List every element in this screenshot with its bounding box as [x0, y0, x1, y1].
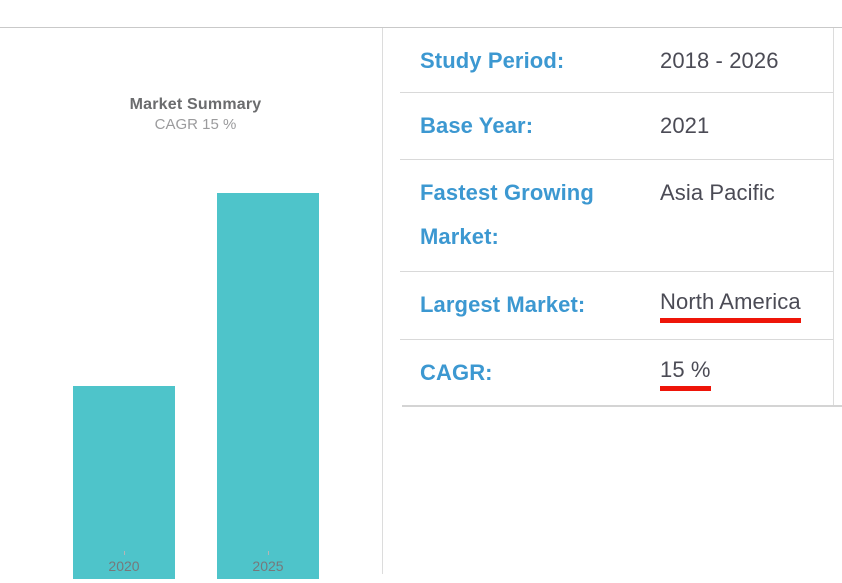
x-axis-tick-2025 — [268, 551, 269, 555]
row-label-study-period: Study Period: — [420, 48, 565, 73]
top-divider-line — [0, 27, 842, 28]
row-divider — [400, 92, 833, 93]
row-divider — [402, 405, 842, 407]
row-value-cagr: 15 % — [660, 351, 842, 395]
row-value-base-year: 2021 — [660, 113, 710, 138]
row-divider — [400, 339, 833, 340]
table-right-border-line — [833, 28, 834, 407]
row-label-largest-market: Largest Market: — [420, 292, 586, 317]
x-axis-label-2020: 2020 — [108, 558, 140, 574]
row-value-study-period: 2018 - 2026 — [660, 48, 779, 73]
row-label-base-year: Base Year: — [420, 113, 534, 138]
row-value-fastest-growing-market: Asia Pacific — [660, 180, 775, 205]
table-row: Fastest Growing Market: Asia Pacific — [383, 160, 842, 272]
table-row: Largest Market: North America — [383, 272, 842, 340]
bar-2025 — [217, 193, 319, 579]
table-row: Base Year: 2021 — [383, 93, 842, 160]
row-label-cagr: CAGR: — [420, 360, 493, 385]
bar-2020 — [73, 386, 175, 579]
row-label-fastest-growing-market: Fastest Growing Market: — [420, 180, 594, 249]
chart-table-separator-line — [382, 28, 383, 574]
row-value-largest-market: North America — [660, 283, 842, 327]
table-row: CAGR: 15 % — [383, 340, 842, 407]
row-divider — [400, 271, 833, 272]
market-summary-chart: Market Summary CAGR 15 % 2020 2025 — [0, 28, 391, 583]
table-row: Study Period: 2018 - 2026 — [383, 28, 842, 93]
chart-subtitle: CAGR 15 % — [154, 116, 237, 133]
x-axis-label-2025: 2025 — [252, 558, 284, 574]
market-summary-table: Study Period: 2018 - 2026 Base Year: 202… — [383, 28, 842, 407]
x-axis-tick-2020 — [124, 551, 125, 555]
chart-title: Market Summary — [129, 96, 262, 113]
row-divider — [400, 159, 833, 160]
